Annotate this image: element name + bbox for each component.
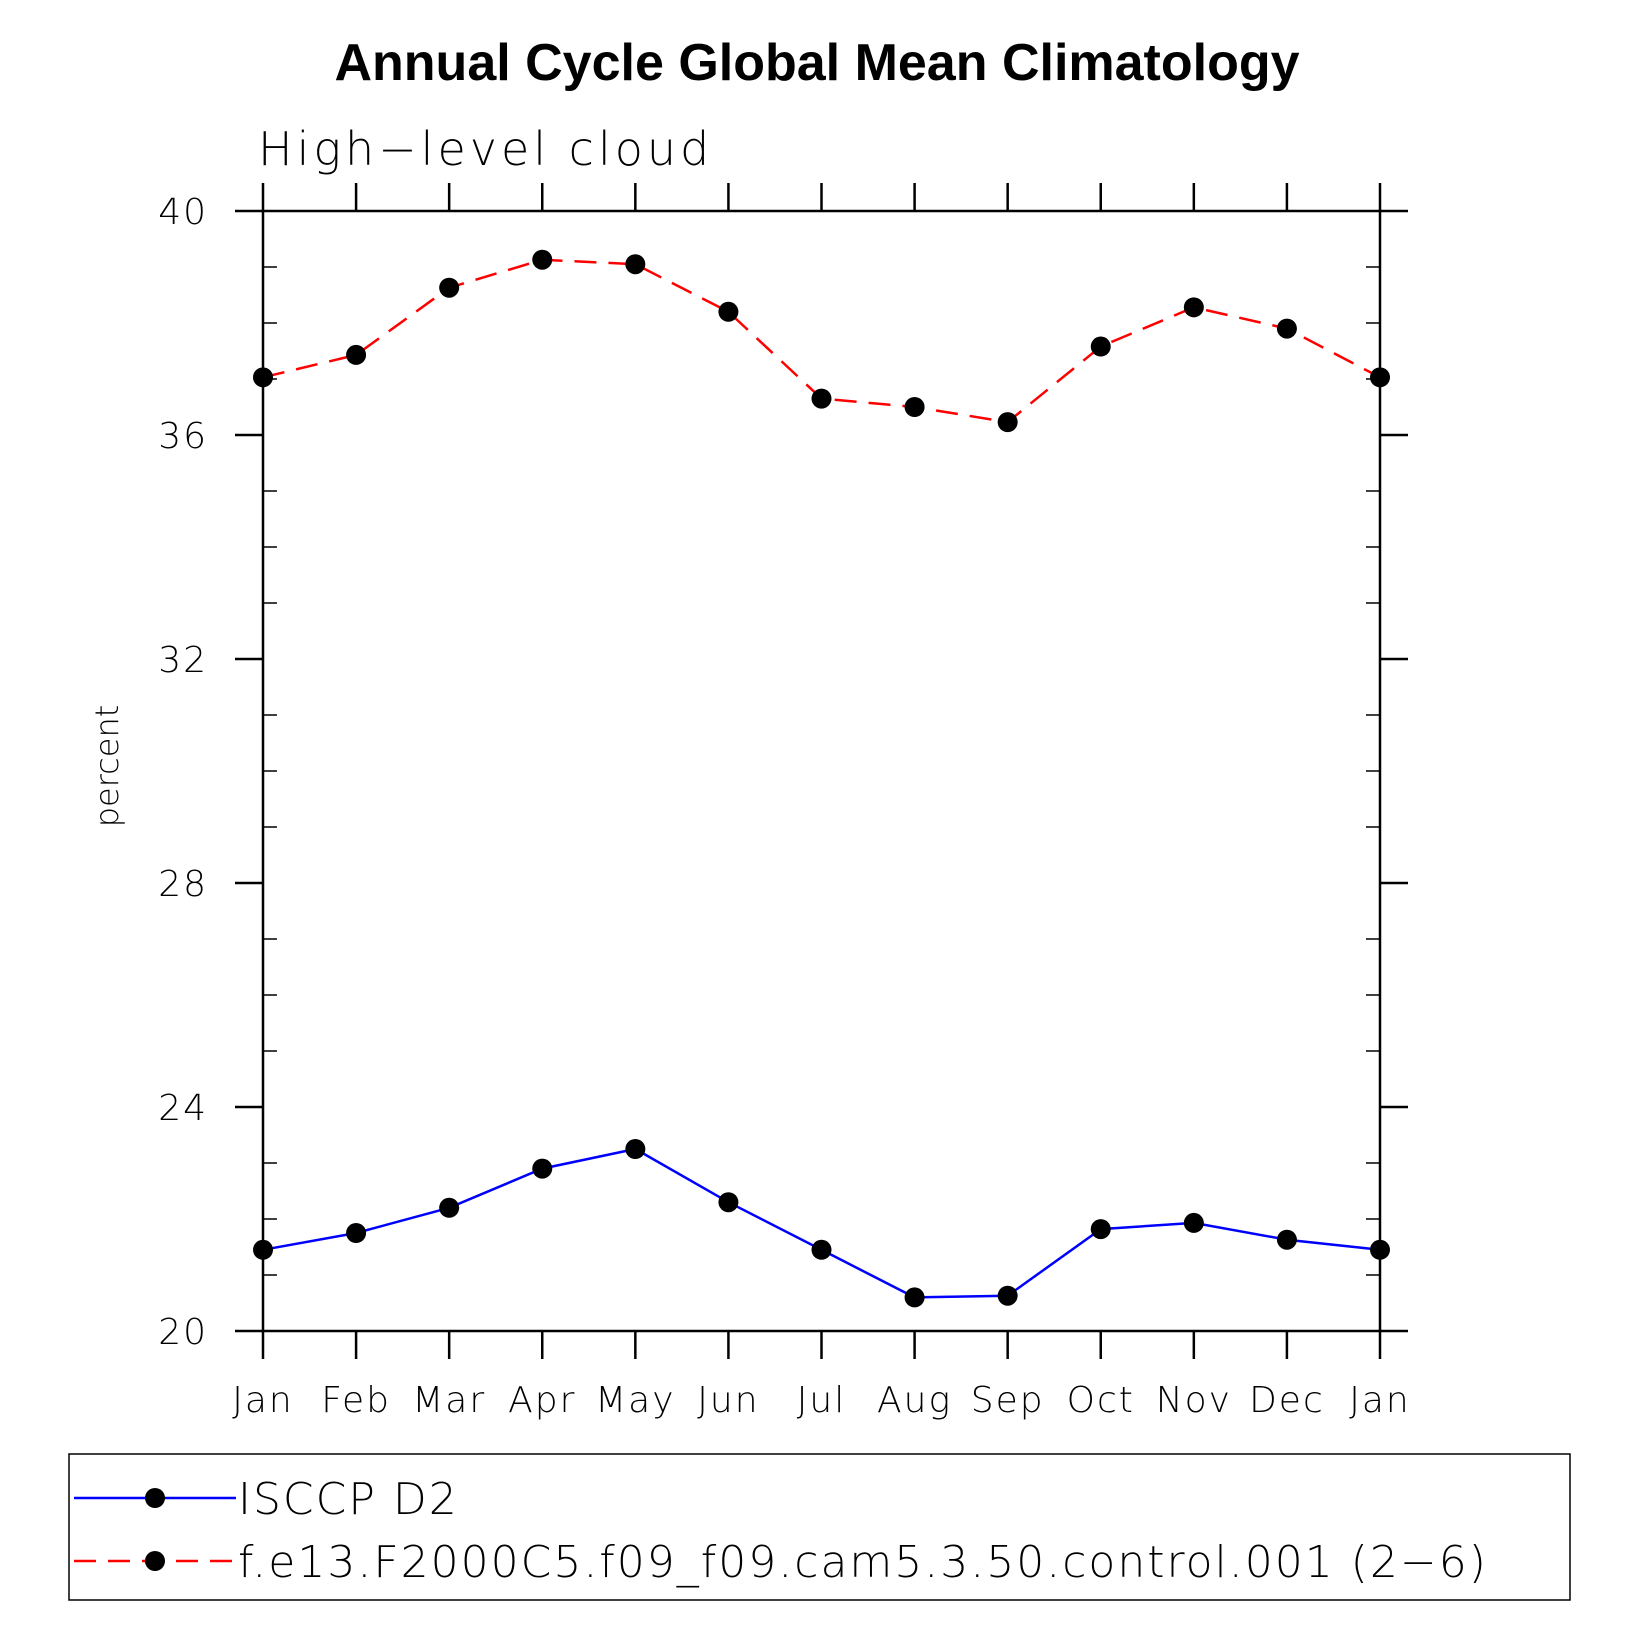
series-line-0 (262, 1147, 1381, 1299)
x-tick-label: Nov (1156, 1380, 1232, 1421)
series-1-point (904, 397, 925, 417)
legend-marker-0 (145, 1488, 165, 1508)
series-0-point (811, 1239, 832, 1260)
chart-subtitle: High−level cloud (258, 122, 713, 176)
y-tick-label: 28 (158, 864, 208, 905)
x-tick-label: Sep (971, 1380, 1045, 1421)
y-tick-label: 36 (158, 416, 208, 457)
series-0-point (997, 1285, 1018, 1306)
y-tick-label: 20 (158, 1312, 208, 1353)
series-0-point (1183, 1212, 1204, 1233)
series-1-point (625, 254, 646, 275)
series-0-point (253, 1239, 273, 1260)
x-tick-label: Dec (1249, 1380, 1325, 1421)
x-tick-label: Jan (232, 1380, 294, 1421)
series-1-point (1370, 367, 1390, 388)
y-axis-label: percent (88, 705, 126, 828)
axes: Jan Feb Mar Apr May Jun Jul Aug Sep Oct Nov Dec Jan 2… (158, 183, 1411, 1421)
series-1-point (811, 388, 832, 409)
y-tick-label: 24 (158, 1088, 208, 1129)
y-tick-label: 40 (158, 192, 208, 233)
x-tick-label: Jun (697, 1380, 759, 1421)
x-tick-label: May (595, 1380, 675, 1421)
legend: ISCCP D2 f.e13.F2000C5.f09_f09.cam5.3.50.… (74, 1474, 1488, 1588)
x-tick-label: Apr (508, 1380, 576, 1421)
plot-frame (261, 209, 1382, 1333)
series-1-point (253, 367, 273, 388)
series-0-point (718, 1192, 739, 1213)
series-1-point (1276, 318, 1297, 339)
legend-label-1: f.e13.F2000C5.f09_f09.cam5.3.50.control.… (238, 1537, 1488, 1588)
y-tick-label: 32 (158, 640, 208, 681)
legend-box (68, 1453, 1571, 1601)
series-1-point (1183, 297, 1204, 318)
series-1-point (439, 277, 460, 298)
series-1-point (997, 412, 1018, 433)
legend-marker-1 (145, 1551, 165, 1571)
series-0-point (1370, 1239, 1390, 1260)
series-0-point (439, 1197, 460, 1218)
series-1-point (346, 344, 367, 365)
x-tick-label: Feb (321, 1380, 391, 1421)
series-0-point (532, 1158, 553, 1179)
chart-title: Annual Cycle Global Mean Climatology (334, 34, 1299, 92)
legend-label-0: ISCCP D2 (238, 1474, 459, 1525)
x-tick-label: Jan (1349, 1380, 1411, 1421)
series-0-point (625, 1139, 646, 1159)
series-0-point (904, 1287, 925, 1308)
series-0-point (1090, 1219, 1111, 1240)
x-tick-label: Oct (1067, 1380, 1135, 1421)
x-tick-label: Jul (797, 1380, 846, 1421)
x-tick-label: Mar (412, 1380, 486, 1421)
series-0-point (346, 1223, 367, 1243)
series-1-point (1090, 336, 1111, 357)
x-tick-label: Aug (877, 1380, 952, 1421)
series-1-point (718, 301, 739, 322)
series-1-point (532, 249, 553, 270)
series-0-point (1276, 1229, 1297, 1250)
series-layer (253, 249, 1390, 1308)
